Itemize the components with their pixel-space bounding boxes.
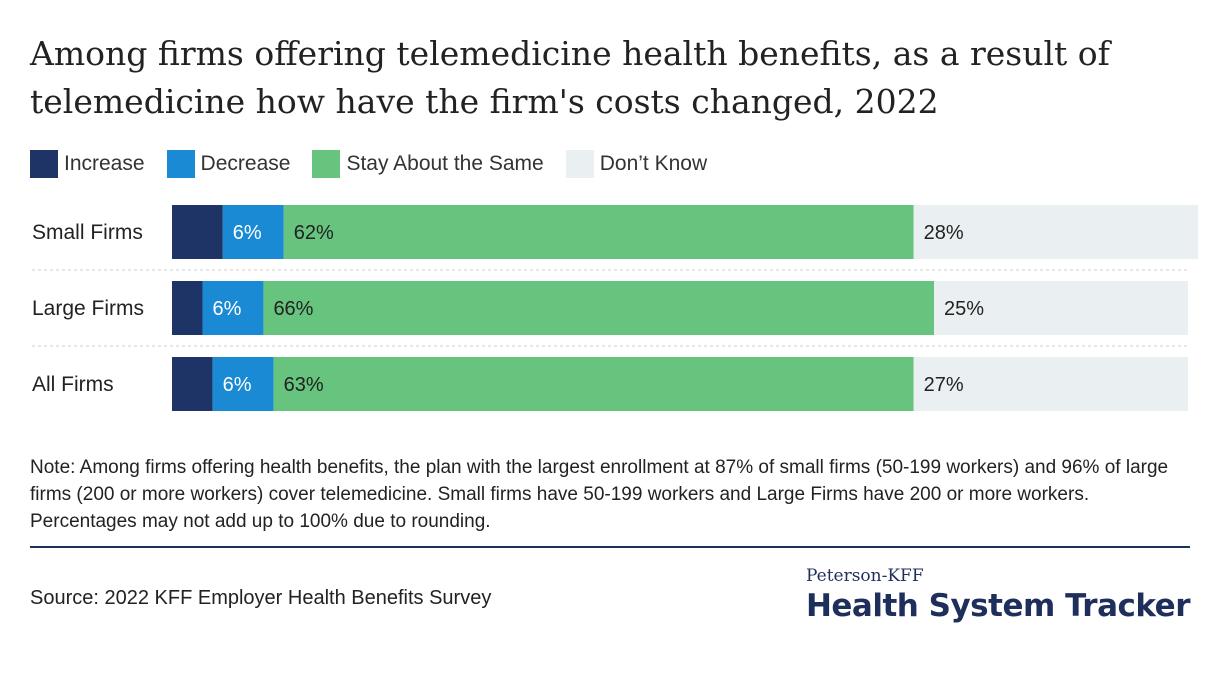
- legend-label-same: Stay About the Same: [346, 152, 544, 175]
- chart-legend: Increase Decrease Stay About the Same Do…: [30, 148, 729, 180]
- footer-divider: [30, 546, 1190, 548]
- data-label-large-firms-stay-about-the-same: 66%: [273, 298, 313, 320]
- bar-small-firms-stay-about-the-same: [283, 205, 914, 259]
- bar-small-firms-increase: [172, 205, 223, 259]
- bar-large-firms-don-t-know: [934, 281, 1188, 335]
- bar-all-firms-stay-about-the-same: [273, 357, 914, 411]
- legend-item-dont-know: Don’t Know: [565, 150, 708, 178]
- data-label-all-firms-don-t-know: 27%: [924, 374, 964, 396]
- legend-label-dont-know: Don’t Know: [599, 152, 708, 175]
- bar-all-firms-decrease: [212, 357, 274, 411]
- chart-title: Among firms offering telemedicine health…: [30, 34, 1110, 121]
- bar-small-firms-decrease: [222, 205, 284, 259]
- data-label-small-firms-stay-about-the-same: 62%: [294, 222, 334, 244]
- data-label-small-firms-decrease: 6%: [233, 222, 262, 244]
- bar-large-firms-stay-about-the-same: [263, 281, 934, 335]
- data-label-large-firms-don-t-know: 25%: [944, 298, 984, 320]
- brand-logo-main: Health System Tracker: [805, 588, 1191, 624]
- chart-source: Source: 2022 KFF Employer Health Benefit…: [30, 587, 492, 609]
- bar-all-firms-increase: [172, 357, 213, 411]
- legend-label-decrease: Decrease: [200, 152, 291, 175]
- legend-label-increase: Increase: [64, 152, 145, 175]
- stacked-bar-chart: Small Firms 6% 62% 28% Large Firms 6% 66% 25% Al…: [32, 205, 1199, 411]
- bar-large-firms-decrease: [202, 281, 264, 335]
- data-label-all-firms-stay-about-the-same: 63%: [284, 374, 324, 396]
- bar-large-firms-increase: [172, 281, 203, 335]
- bar-small-firms-don-t-know: [913, 205, 1199, 259]
- data-label-large-firms-decrease: 6%: [212, 298, 241, 320]
- brand-logo-top: Peterson-KFF: [805, 566, 924, 586]
- legend-item-same: Stay About the Same: [312, 150, 544, 178]
- chart-note: Note: Among firms offering health benefi…: [30, 457, 1169, 532]
- legend-item-increase: Increase: [30, 150, 145, 178]
- category-label-large-firms: Large Firms: [32, 297, 144, 320]
- category-label-small-firms: Small Firms: [32, 221, 143, 244]
- brand-logo: Peterson-KFF Health System Tracker: [805, 566, 1191, 624]
- legend-swatch-decrease: [166, 150, 195, 178]
- data-label-all-firms-decrease: 6%: [223, 374, 252, 396]
- legend-swatch-increase: [30, 150, 58, 178]
- data-label-small-firms-don-t-know: 28%: [924, 222, 964, 244]
- legend-swatch-same: [312, 150, 341, 178]
- legend-swatch-dont-know: [565, 150, 594, 178]
- bar-all-firms-don-t-know: [913, 357, 1188, 411]
- category-label-all-firms: All Firms: [32, 373, 114, 396]
- legend-item-decrease: Decrease: [166, 150, 291, 178]
